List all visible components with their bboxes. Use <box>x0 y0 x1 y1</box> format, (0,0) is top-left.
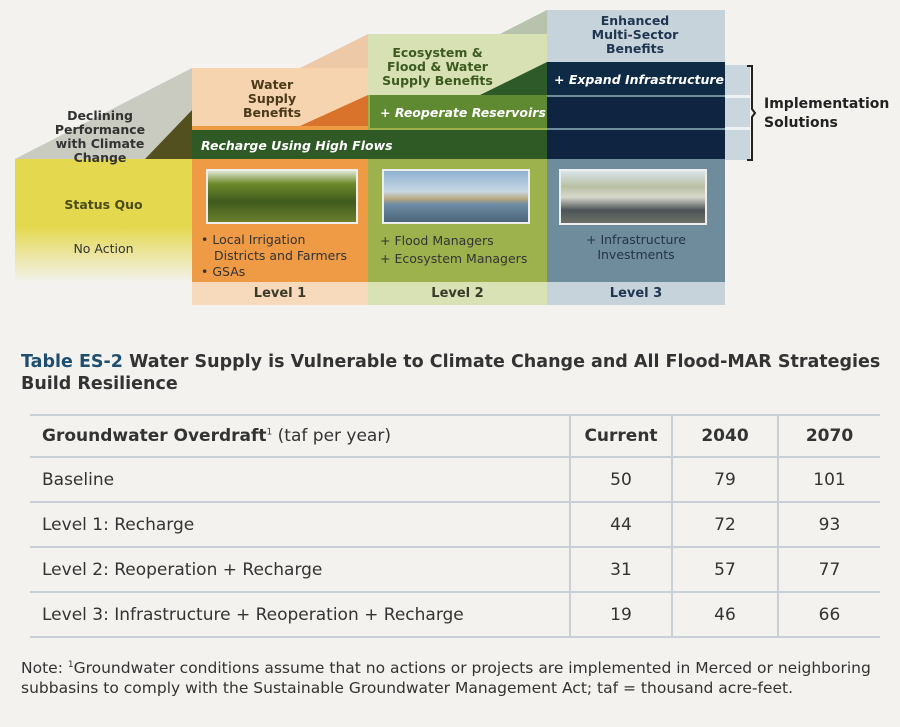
table-label: Table ES-2 <box>21 352 123 372</box>
cell: 31 <box>569 546 672 593</box>
ecosystem-flood-benefits-label: Ecosystem & Flood & Water Supply Benefit… <box>382 45 493 88</box>
col1-item: Districts and Farmers <box>214 248 348 263</box>
level-2-label: Level 2 <box>431 286 484 301</box>
infrastructure-photo <box>559 169 707 225</box>
row-label: Level 1: Recharge <box>30 501 570 548</box>
status-quo-label: Status Quo <box>64 197 143 212</box>
declining-performance-label: Declining Performance with Climate Chang… <box>54 108 146 165</box>
col2-item: + Ecosystem Managers <box>380 251 528 266</box>
table-row: Level 3: Infrastructure + Reoperation + … <box>30 591 880 638</box>
header-cell: 2040 <box>671 414 778 458</box>
table-header-row: Groundwater Overdraft1 (taf per year) Cu… <box>30 414 880 458</box>
header-cell: Groundwater Overdraft1 (taf per year) <box>30 414 570 458</box>
water-supply-benefits-label: Water Supply Benefits <box>242 77 302 120</box>
irrigation-photo <box>206 169 358 224</box>
cell: 57 <box>671 546 778 593</box>
recharge-band-label: Recharge Using High Flows <box>201 138 393 153</box>
reoperate-band-label: + Reoperate Reservoirs <box>380 105 546 120</box>
header-cell: Current <box>569 414 672 458</box>
col1-item: • GSAs <box>201 264 246 279</box>
header-cell: 2070 <box>777 414 880 458</box>
col3-item: + Infrastructure <box>586 232 686 247</box>
row-label: Level 3: Infrastructure + Reoperation + … <box>30 591 570 638</box>
row-label: Level 2: Reoperation + Recharge <box>30 546 570 593</box>
cell: 44 <box>569 501 672 548</box>
cell: 50 <box>569 456 672 503</box>
cell: 93 <box>777 501 880 548</box>
table-row: Level 2: Reoperation + Recharge 31 57 77 <box>30 546 880 593</box>
flood-photo <box>382 169 530 224</box>
implementation-solutions-label: Implementation Solutions <box>764 96 890 131</box>
col3-item: Investments <box>597 247 675 262</box>
enhanced-multisector-benefits-label: Enhanced Multi-Sector Benefits <box>591 13 679 56</box>
cell: 101 <box>777 456 880 503</box>
cell: 66 <box>777 591 880 638</box>
table-title-text: Water Supply is Vulnerable to Climate Ch… <box>21 352 881 394</box>
cell: 19 <box>569 591 672 638</box>
table-title: Table ES-2 Water Supply is Vulnerable to… <box>21 351 881 395</box>
level-3-label: Level 3 <box>609 286 663 301</box>
table-row: Level 1: Recharge 44 72 93 <box>30 501 880 548</box>
level-1-label: Level 1 <box>253 286 307 301</box>
col1-item: • Local Irrigation <box>201 232 306 247</box>
cell: 72 <box>671 501 778 548</box>
cell: 46 <box>671 591 778 638</box>
table-note: Note: 1Groundwater conditions assume tha… <box>21 659 871 698</box>
no-action-label: No Action <box>73 241 134 256</box>
expand-band-label: + Expand Infrastructure <box>554 72 725 87</box>
col2-item: + Flood Managers <box>380 233 494 248</box>
cell: 79 <box>671 456 778 503</box>
cell: 77 <box>777 546 880 593</box>
overdraft-table: Groundwater Overdraft1 (taf per year) Cu… <box>30 414 880 638</box>
table-row: Baseline 50 79 101 <box>30 456 880 503</box>
row-label: Baseline <box>30 456 570 503</box>
